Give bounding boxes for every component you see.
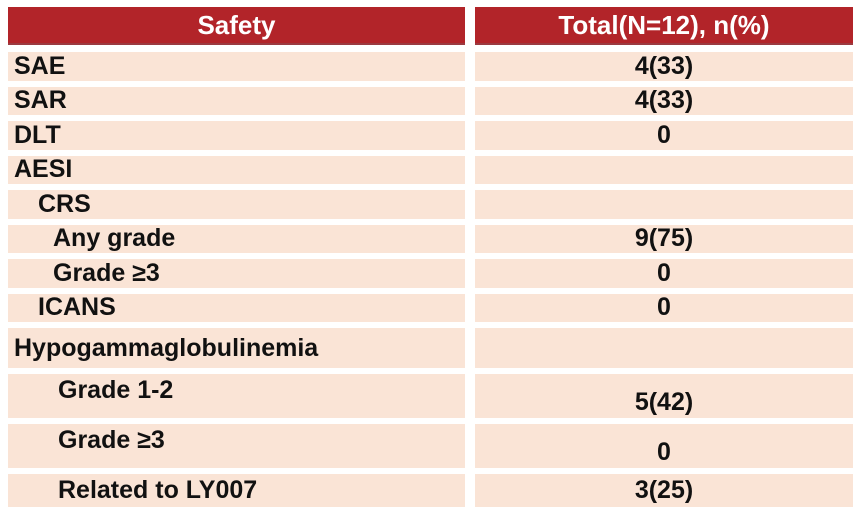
row-value: 4(33): [475, 86, 853, 115]
table-row-hypogammaglobulinemia: Hypogammaglobulinemia: [8, 328, 853, 368]
row-value: 9(75): [475, 224, 853, 253]
table-row-sae: SAE 4(33): [8, 52, 853, 81]
table-row-hypo-grade-1-2: Grade 1-2 5(42): [8, 374, 853, 418]
table-row-icans: ICANS 0: [8, 293, 853, 322]
row-label: CRS: [8, 190, 465, 219]
row-value: 4(33): [475, 52, 853, 81]
row-label: Grade 1-2: [8, 374, 465, 418]
row-label: Hypogammaglobulinemia: [8, 328, 465, 368]
table-row-crs-any-grade: Any grade 9(75): [8, 224, 853, 253]
row-value: 0: [475, 121, 853, 150]
row-value: 5(42): [475, 374, 853, 418]
column-header-total: Total(N=12), n(%): [475, 7, 853, 45]
table-header-row: Safety Total(N=12), n(%): [8, 7, 853, 45]
row-value: 3(25): [475, 474, 853, 507]
row-label: DLT: [8, 121, 465, 150]
table-row-crs-grade-ge3: Grade ≥3 0: [8, 259, 853, 288]
row-value: [475, 328, 853, 368]
row-label: ICANS: [8, 293, 465, 322]
table-row-dlt: DLT 0: [8, 121, 853, 150]
row-label: Grade ≥3: [8, 424, 465, 468]
column-header-safety: Safety: [8, 7, 465, 45]
row-label: SAE: [8, 52, 465, 81]
row-label: Grade ≥3: [8, 259, 465, 288]
row-label: Related to LY007: [8, 474, 465, 507]
safety-table: Safety Total(N=12), n(%) SAE 4(33) SAR 4…: [8, 7, 853, 507]
row-label: SAR: [8, 86, 465, 115]
row-value: [475, 155, 853, 184]
row-value: [475, 190, 853, 219]
row-value: 0: [475, 293, 853, 322]
table-row-hypo-grade-ge3: Grade ≥3 0: [8, 424, 853, 468]
table-row-related-to-ly007: Related to LY007 3(25): [8, 474, 853, 507]
row-label: AESI: [8, 155, 465, 184]
row-value: 0: [475, 259, 853, 288]
table-row-sar: SAR 4(33): [8, 86, 853, 115]
table-row-crs: CRS: [8, 190, 853, 219]
table-row-aesi: AESI: [8, 155, 853, 184]
row-value: 0: [475, 424, 853, 468]
row-label: Any grade: [8, 224, 465, 253]
